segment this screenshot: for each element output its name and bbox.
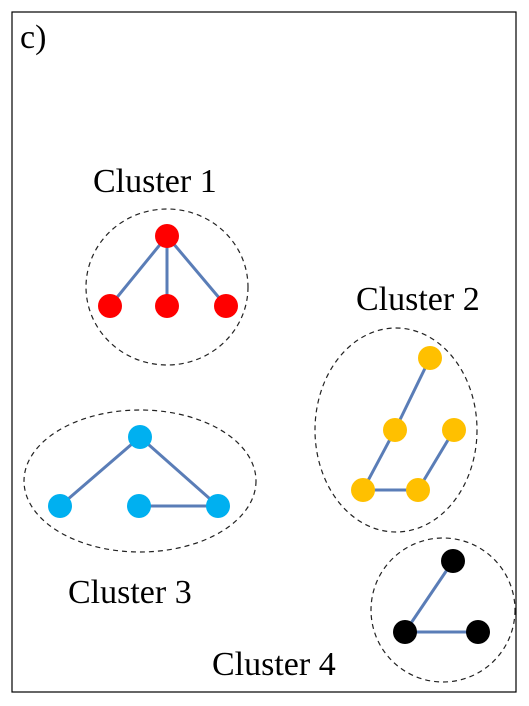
cluster-2-boundary [314, 327, 478, 533]
cluster-1-edge-top-right [165, 235, 228, 307]
cluster-4-node-bottom-left [393, 620, 417, 644]
cluster-4-boundary [370, 537, 516, 683]
cluster-2-node-bottom-left [351, 478, 375, 502]
cluster-4-nodes [393, 549, 490, 644]
cluster-4-edges [403, 560, 478, 634]
panel-frame [11, 11, 517, 693]
cluster-2-node-upper-left [383, 418, 407, 442]
cluster-2-nodes [351, 346, 466, 502]
cluster-3-boundary [23, 409, 257, 553]
cluster-2-label: Cluster 2 [356, 281, 480, 318]
cluster-3-node-left [48, 494, 72, 518]
cluster-1-label: Cluster 1 [93, 163, 217, 200]
panel-label: c) [20, 19, 46, 56]
cluster-1-nodes [98, 224, 238, 318]
cluster-1-node-right [214, 294, 238, 318]
cluster-3-node-top [128, 425, 152, 449]
cluster-4-node-top [441, 549, 465, 573]
cluster-3-node-right [206, 494, 230, 518]
cluster-3: Cluster 3 [23, 409, 257, 611]
cluster-2: Cluster 2 [314, 281, 480, 533]
cluster-2-edge-top-upper-left [393, 357, 432, 431]
cluster-3-nodes [48, 425, 230, 518]
cluster-1-node-center [155, 294, 179, 318]
cluster-2-node-bottom-right [406, 478, 430, 502]
cluster-3-edge-top-right [139, 435, 219, 508]
cluster-3-edges [59, 435, 219, 508]
cluster-4-node-bottom-right [466, 620, 490, 644]
cluster-3-node-middle [127, 494, 151, 518]
cluster-1-edge-top-left [108, 235, 169, 307]
cluster-2-edges [361, 357, 456, 492]
cluster-1: Cluster 1 [85, 163, 249, 366]
cluster-2-node-top [418, 346, 442, 370]
cluster-1-boundary [85, 208, 249, 366]
cluster-2-node-upper-right [442, 418, 466, 442]
cluster-4: Cluster 4 [212, 537, 516, 683]
cluster-1-node-top [155, 224, 179, 248]
cluster-3-label: Cluster 3 [68, 574, 192, 611]
cluster-4-edge-top-bottom-left [403, 560, 455, 633]
cluster-4-label: Cluster 4 [212, 646, 336, 683]
cluster-3-edge-top-left [59, 435, 141, 508]
cluster-1-node-left [98, 294, 122, 318]
